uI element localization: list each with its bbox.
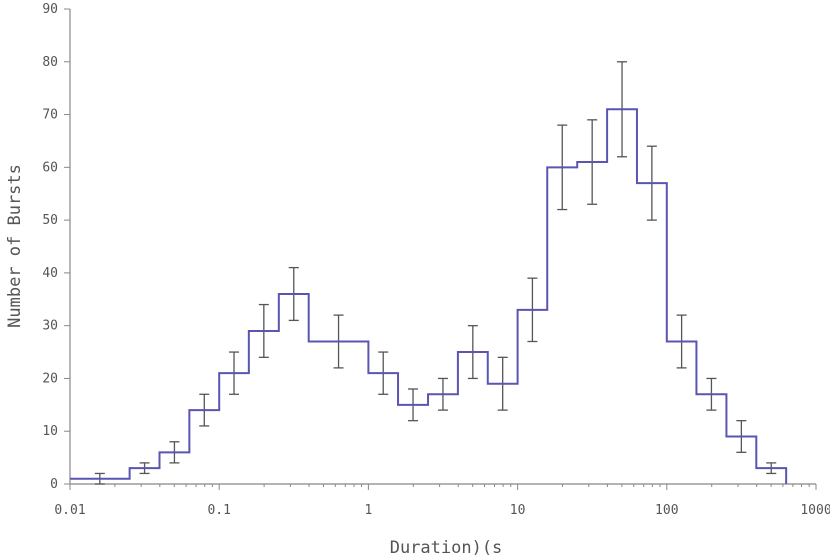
x-tick-label: 1 bbox=[364, 503, 372, 518]
histogram-step-line bbox=[70, 108, 788, 484]
y-tick-label: 70 bbox=[42, 108, 58, 123]
x-tick-label: 0.01 bbox=[54, 503, 85, 518]
x-tick-label: 100 bbox=[655, 503, 678, 518]
axes bbox=[69, 9, 816, 485]
x-axis-title: Duration)(s bbox=[390, 538, 503, 558]
x-tick-label: 1000 bbox=[800, 503, 830, 518]
x-tick-label: 0.1 bbox=[207, 503, 230, 518]
y-axis-title: Number of Bursts bbox=[5, 164, 25, 328]
y-tick-label: 0 bbox=[50, 477, 58, 492]
y-tick-label: 50 bbox=[42, 213, 58, 228]
x-axis-ticks: 0.01 0.1 1 10 100 1000 bbox=[54, 484, 830, 518]
y-tick-label: 40 bbox=[42, 266, 58, 281]
x-tick-label: 10 bbox=[510, 503, 526, 518]
y-tick-label: 80 bbox=[42, 55, 58, 70]
y-tick-label: 60 bbox=[42, 160, 58, 175]
y-tick-label: 30 bbox=[42, 319, 58, 334]
y-tick-label: 10 bbox=[42, 424, 58, 439]
y-axis-ticks: 0 10 20 30 40 50 60 70 80 90 bbox=[42, 2, 70, 492]
y-tick-label: 90 bbox=[42, 2, 58, 17]
error-bars bbox=[94, 61, 777, 485]
y-tick-label: 20 bbox=[42, 371, 58, 386]
